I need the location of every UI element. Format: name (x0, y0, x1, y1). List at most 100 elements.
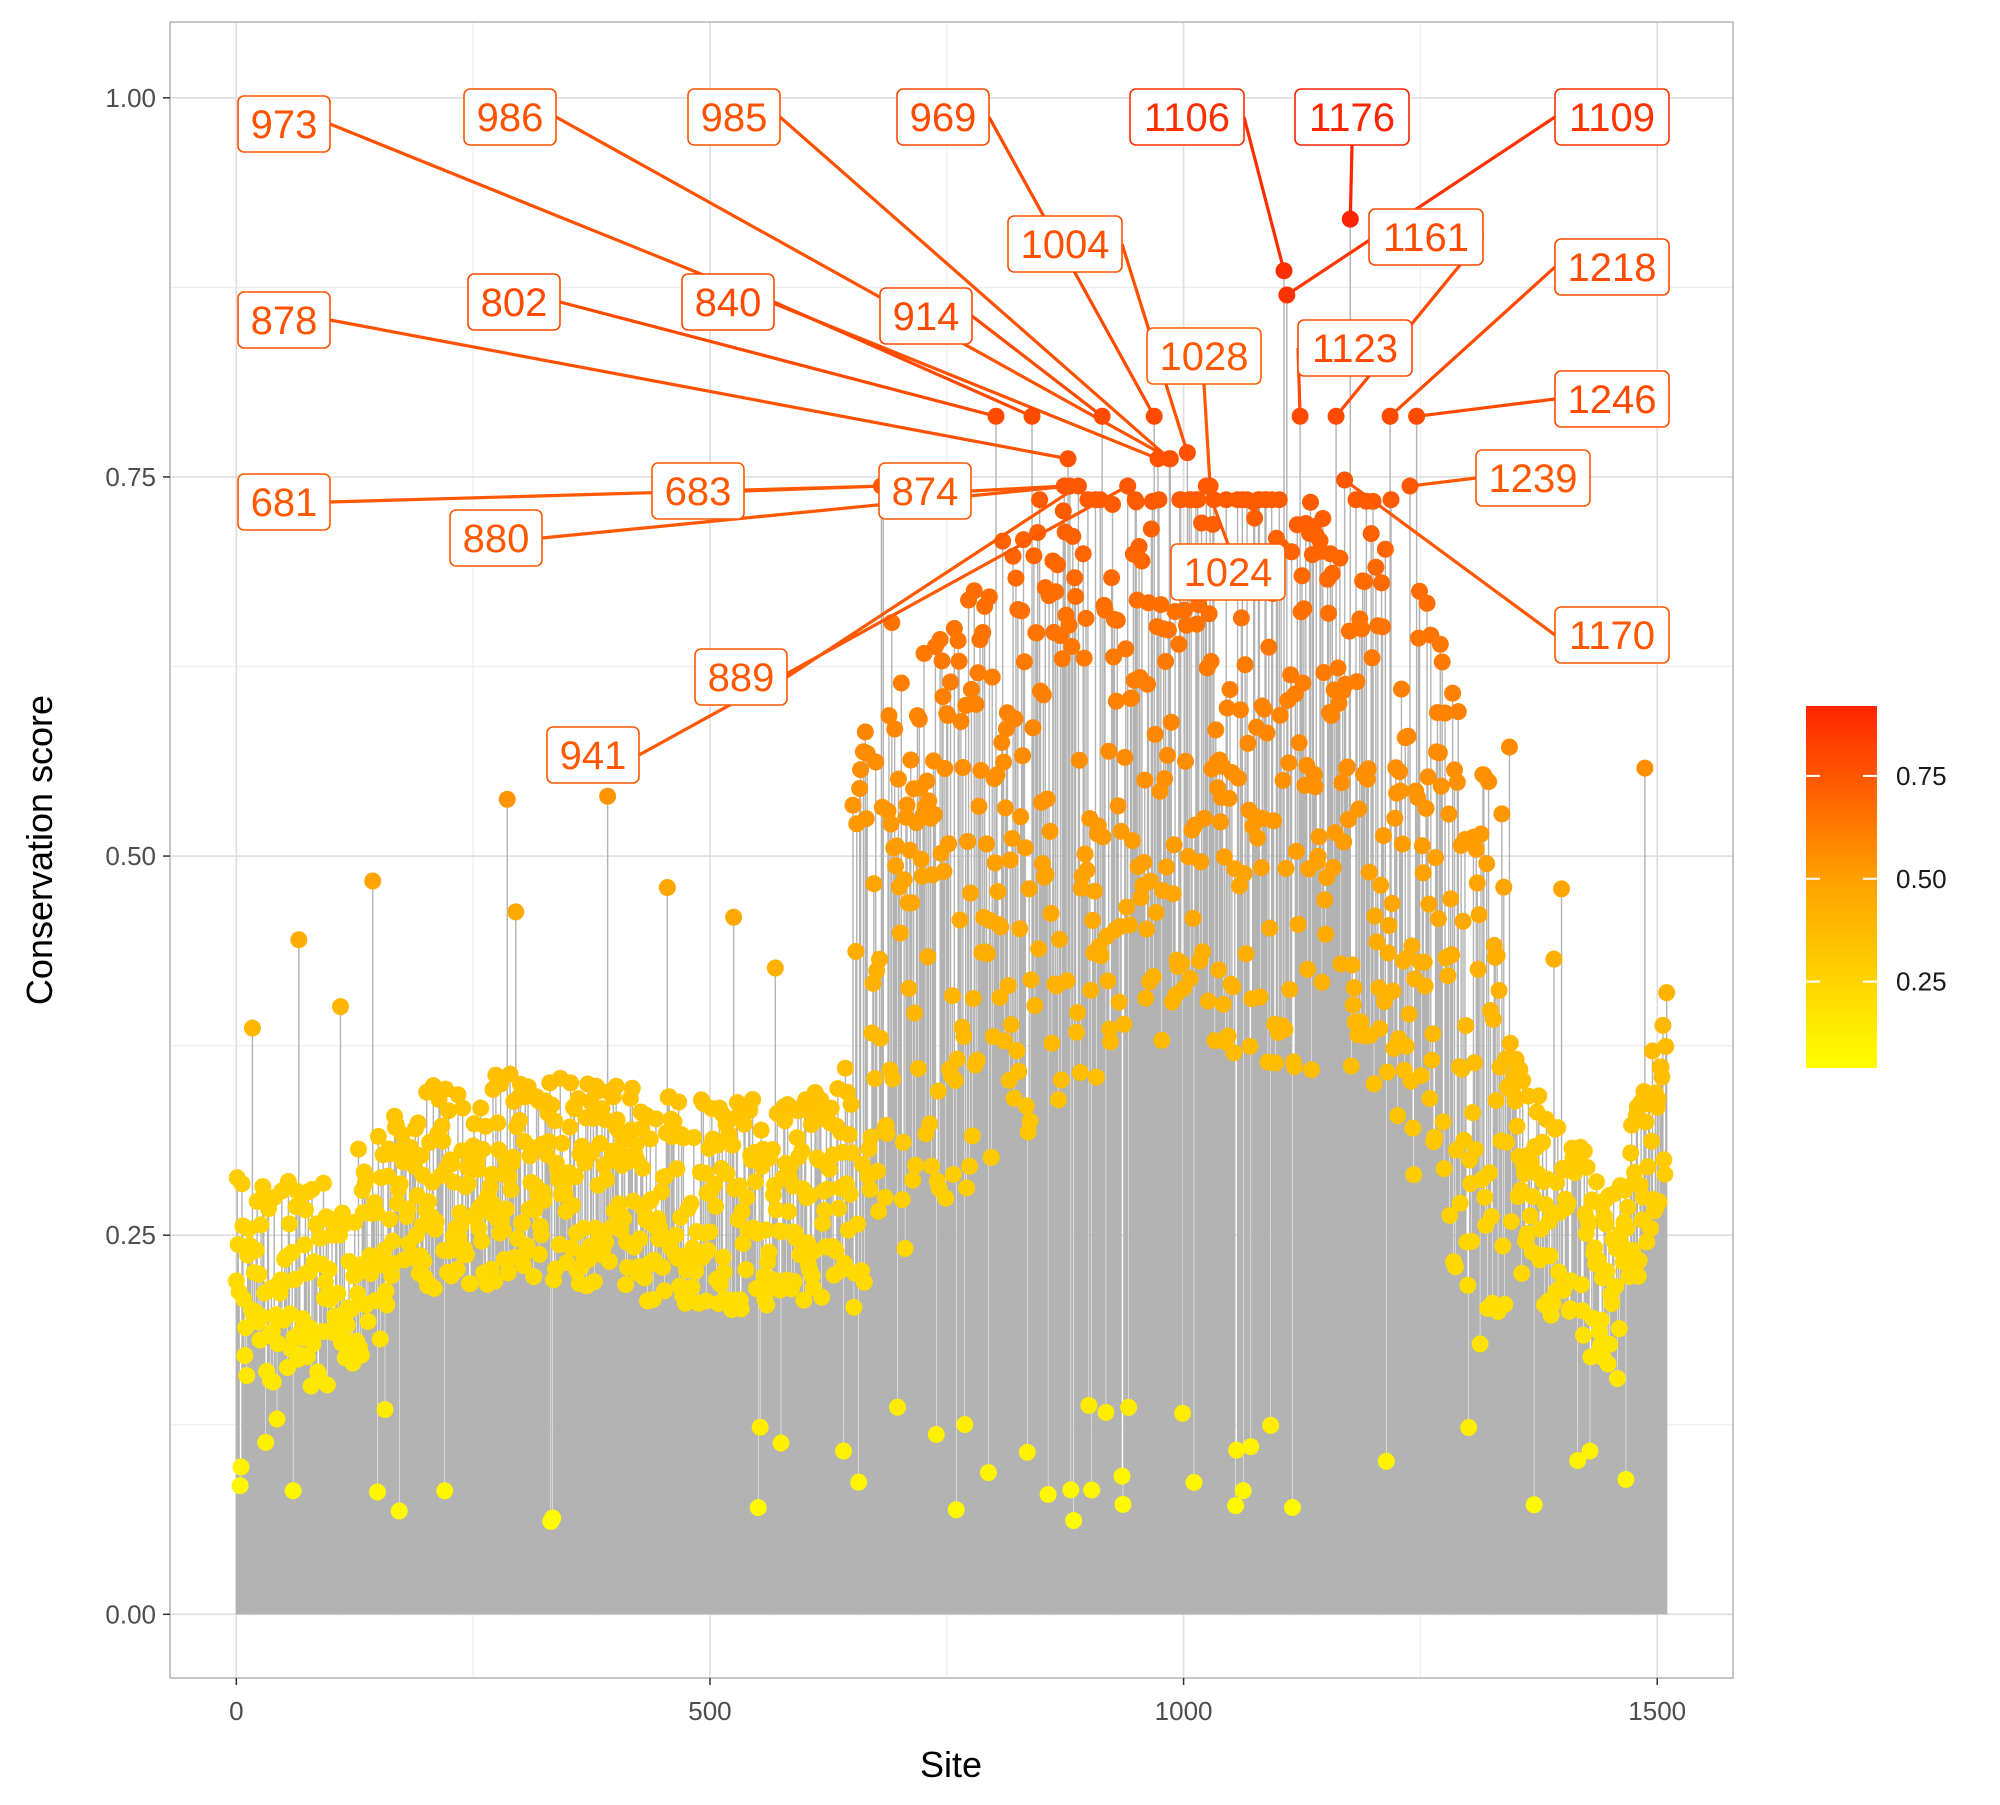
site-point (1630, 1251, 1648, 1269)
callout-label: 1170 (1569, 614, 1655, 658)
site-point (845, 1298, 863, 1316)
site-point (1237, 945, 1255, 963)
labeled-point (1275, 262, 1293, 280)
site-point (816, 1202, 834, 1220)
site-point (497, 1200, 515, 1218)
site-point (601, 1252, 619, 1270)
site-point (891, 924, 909, 942)
site-point (1157, 652, 1175, 670)
site-point (1302, 1061, 1320, 1079)
site-point (1384, 982, 1402, 1000)
site-point (378, 1296, 396, 1314)
site-point (685, 1128, 703, 1146)
site-point (566, 1168, 584, 1186)
site-point (283, 1243, 301, 1261)
site-point (1076, 845, 1094, 863)
site-point (599, 787, 617, 805)
site-point (1224, 978, 1242, 996)
callout-box (879, 287, 973, 345)
points (227, 491, 1676, 1531)
site-point (996, 799, 1014, 817)
site-point (486, 1272, 504, 1290)
legend-tick-label: 0.50 (1896, 864, 1947, 894)
site-point (978, 835, 996, 853)
site-point (368, 1483, 386, 1501)
leader-line (743, 484, 884, 493)
site-point (1014, 531, 1032, 549)
site-point (1619, 1198, 1637, 1216)
site-point (1374, 618, 1392, 636)
site-point (1074, 545, 1092, 563)
site-point (1365, 1075, 1383, 1093)
site-point (1368, 933, 1386, 951)
site-point (1429, 910, 1447, 928)
site-point (1389, 1107, 1407, 1125)
site-point (952, 712, 970, 730)
site-point (818, 1180, 836, 1198)
site-point (498, 790, 516, 808)
site-point (986, 854, 1004, 872)
callout-label: 1123 (1312, 327, 1398, 371)
site-point (1120, 1398, 1138, 1416)
site-point (1123, 832, 1141, 850)
site-point (1192, 853, 1210, 871)
site-point (1280, 754, 1298, 772)
site-point (250, 1265, 268, 1283)
site-point (1050, 1091, 1068, 1109)
site-point (1315, 664, 1333, 682)
site-point (776, 1112, 794, 1130)
site-point (1545, 950, 1563, 968)
site-point (1170, 635, 1188, 653)
callout-box (1554, 88, 1670, 146)
site-point (889, 1398, 907, 1416)
site-point (1302, 493, 1320, 511)
leader-line (1204, 485, 1230, 545)
site-point (1087, 1068, 1105, 1086)
site-point (1221, 680, 1239, 698)
site-point (1549, 1119, 1567, 1137)
site-point (763, 1141, 781, 1159)
site-point (247, 1241, 265, 1259)
site-point (1041, 822, 1059, 840)
site-point (665, 1113, 683, 1131)
x-axis-ticks: 0 500 1000 1500 (229, 1678, 1686, 1726)
site-point (1569, 1452, 1587, 1470)
site-point (992, 918, 1010, 936)
site-point (1306, 778, 1324, 796)
callout-box (878, 462, 972, 520)
site-point (912, 850, 930, 868)
callout-box (463, 88, 557, 146)
callout-label: 1239 (1489, 457, 1578, 501)
site-point (1078, 861, 1096, 879)
site-point (420, 1193, 438, 1211)
callout-label: 973 (251, 103, 318, 147)
site-point (1146, 725, 1164, 743)
site-point (888, 837, 906, 855)
callout-box (651, 462, 745, 520)
site-point (1498, 1133, 1516, 1151)
site-point (744, 1091, 762, 1109)
leader-line (559, 300, 997, 418)
leader-line (1348, 144, 1354, 220)
site-point (772, 1434, 790, 1452)
site-point (1012, 808, 1030, 826)
site-point (706, 1175, 724, 1193)
site-point (540, 1133, 558, 1151)
site-point (1239, 734, 1257, 752)
site-point (766, 959, 784, 977)
leader-lines (329, 115, 1557, 757)
site-point (1363, 649, 1381, 667)
site-point (1370, 979, 1388, 997)
site-point (1642, 1219, 1660, 1237)
site-point (1122, 689, 1140, 707)
site-point (1287, 842, 1305, 860)
x-axis-title: Site (920, 1744, 982, 1785)
callout-box (1554, 370, 1670, 428)
site-point (1295, 600, 1313, 618)
leader-line (1416, 397, 1556, 418)
site-point (820, 1160, 838, 1178)
site-point (931, 631, 949, 649)
site-point (793, 1142, 811, 1160)
